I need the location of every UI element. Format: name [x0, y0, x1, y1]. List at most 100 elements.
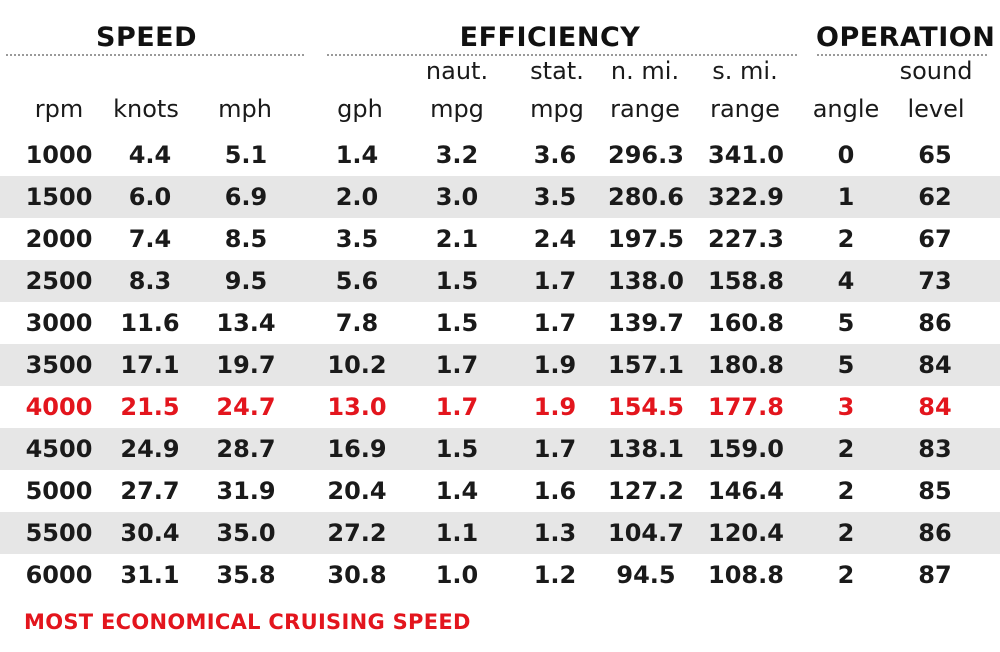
cell-mph: 28.7 [216, 435, 276, 463]
cell-mph: 9.5 [224, 267, 268, 295]
cell-mph: 35.8 [216, 561, 276, 589]
cell-angle: 0 [837, 141, 855, 169]
cell-mph: 5.1 [224, 141, 268, 169]
group-rule-speed [6, 54, 304, 56]
cell-n-mi-range: 94.5 [616, 561, 676, 589]
header-top-n-mi-range: n. mi. [610, 57, 680, 85]
cell-sound-level: 85 [918, 477, 952, 505]
cell-naut-mpg: 1.5 [435, 309, 479, 337]
cell-knots: 8.3 [128, 267, 172, 295]
cell-sound-level: 67 [918, 225, 952, 253]
cell-mph: 8.5 [224, 225, 268, 253]
cell-knots: 4.4 [128, 141, 172, 169]
table-row: 5000 27.7 31.9 20.4 1.4 1.6 127.2 146.4 2 85 [0, 470, 1000, 512]
cell-rpm: 4000 [25, 393, 93, 421]
cell-angle: 5 [837, 309, 855, 337]
cell-sound-level: 83 [918, 435, 952, 463]
cell-naut-mpg: 1.1 [435, 519, 479, 547]
cell-mph: 35.0 [216, 519, 276, 547]
cell-gph: 7.8 [335, 309, 379, 337]
cell-knots: 7.4 [128, 225, 172, 253]
cell-s-mi-range: 159.0 [708, 435, 784, 463]
cell-stat-mpg: 3.6 [533, 141, 577, 169]
cell-s-mi-range: 177.8 [708, 393, 784, 421]
cell-s-mi-range: 158.8 [708, 267, 784, 295]
cell-naut-mpg: 1.4 [435, 477, 479, 505]
cell-s-mi-range: 180.8 [708, 351, 784, 379]
cell-knots: 31.1 [120, 561, 180, 589]
cell-n-mi-range: 197.5 [608, 225, 684, 253]
header-gph: gph [337, 95, 383, 123]
header-angle: angle [812, 95, 880, 123]
cell-sound-level: 84 [918, 351, 952, 379]
cell-knots: 30.4 [120, 519, 180, 547]
cell-s-mi-range: 108.8 [708, 561, 784, 589]
cell-naut-mpg: 1.0 [435, 561, 479, 589]
cell-n-mi-range: 138.1 [608, 435, 684, 463]
group-rule-operation [817, 54, 987, 56]
cell-sound-level: 73 [918, 267, 952, 295]
header-naut-mpg: mpg [430, 95, 484, 123]
cell-s-mi-range: 341.0 [708, 141, 784, 169]
footnote-most-economical: MOST ECONOMICAL CRUISING SPEED [24, 610, 471, 634]
cell-naut-mpg: 1.5 [435, 435, 479, 463]
cell-stat-mpg: 1.7 [533, 267, 577, 295]
cell-mph: 31.9 [216, 477, 276, 505]
header-stat-mpg: mpg [530, 95, 584, 123]
cell-rpm: 1500 [25, 183, 93, 211]
cell-angle: 5 [837, 351, 855, 379]
cell-gph: 20.4 [327, 477, 387, 505]
cell-n-mi-range: 280.6 [608, 183, 684, 211]
cell-n-mi-range: 296.3 [608, 141, 684, 169]
cell-gph: 5.6 [335, 267, 379, 295]
table-row: 1500 6.0 6.9 2.0 3.0 3.5 280.6 322.9 1 62 [0, 176, 1000, 218]
cell-angle: 2 [837, 519, 855, 547]
cell-sound-level: 86 [918, 309, 952, 337]
table-row: 4000 21.5 24.7 13.0 1.7 1.9 154.5 177.8 3 84 [0, 386, 1000, 428]
cell-angle: 1 [837, 183, 855, 211]
header-top-naut-mpg: naut. [425, 57, 489, 85]
table-row: 6000 31.1 35.8 30.8 1.0 1.2 94.5 108.8 2 87 [0, 554, 1000, 596]
header-mph: mph [218, 95, 272, 123]
cell-angle: 4 [837, 267, 855, 295]
header-top-stat-mpg: stat. [530, 57, 584, 85]
cell-angle: 2 [837, 435, 855, 463]
header-row-top: naut. stat. n. mi. s. mi. sound [0, 53, 1000, 89]
cell-s-mi-range: 160.8 [708, 309, 784, 337]
cell-mph: 13.4 [216, 309, 276, 337]
cell-s-mi-range: 120.4 [708, 519, 784, 547]
cell-knots: 24.9 [120, 435, 180, 463]
cell-stat-mpg: 1.9 [533, 351, 577, 379]
cell-mph: 19.7 [216, 351, 276, 379]
cell-stat-mpg: 1.7 [533, 435, 577, 463]
cell-mph: 24.7 [216, 393, 276, 421]
header-s-mi-range: range [710, 95, 780, 123]
cell-sound-level: 84 [918, 393, 952, 421]
cell-stat-mpg: 2.4 [533, 225, 577, 253]
cell-knots: 27.7 [120, 477, 180, 505]
header-top-sound-level: sound [899, 57, 973, 85]
cell-gph: 2.0 [335, 183, 379, 211]
cell-rpm: 5000 [25, 477, 93, 505]
cell-s-mi-range: 146.4 [708, 477, 784, 505]
cell-n-mi-range: 157.1 [608, 351, 684, 379]
cell-rpm: 4500 [25, 435, 93, 463]
cell-gph: 13.0 [327, 393, 387, 421]
cell-stat-mpg: 1.9 [533, 393, 577, 421]
cell-sound-level: 86 [918, 519, 952, 547]
table-row: 2000 7.4 8.5 3.5 2.1 2.4 197.5 227.3 2 67 [0, 218, 1000, 260]
table-row: 2500 8.3 9.5 5.6 1.5 1.7 138.0 158.8 4 73 [0, 260, 1000, 302]
cell-angle: 2 [837, 225, 855, 253]
cell-rpm: 1000 [25, 141, 93, 169]
cell-stat-mpg: 1.2 [533, 561, 577, 589]
cell-gph: 27.2 [327, 519, 387, 547]
group-title-speed: SPEED [96, 22, 198, 53]
header-sound-level: level [907, 95, 965, 123]
cell-knots: 6.0 [128, 183, 172, 211]
cell-naut-mpg: 1.7 [435, 393, 479, 421]
table-row: 3000 11.6 13.4 7.8 1.5 1.7 139.7 160.8 5 86 [0, 302, 1000, 344]
cell-n-mi-range: 139.7 [608, 309, 684, 337]
cell-rpm: 2500 [25, 267, 93, 295]
cell-n-mi-range: 138.0 [608, 267, 684, 295]
header-n-mi-range: range [610, 95, 680, 123]
